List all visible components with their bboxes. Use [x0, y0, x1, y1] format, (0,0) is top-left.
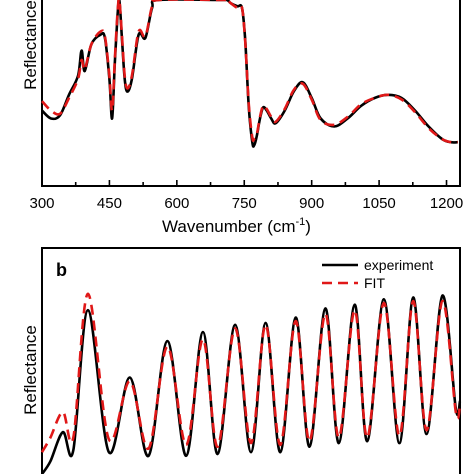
panel-b-y-axis-label: Reflectance [21, 325, 40, 415]
panel-b-label: b [56, 260, 67, 280]
panel-a-x-axis-label: Wavenumber (cm-1) [162, 216, 311, 236]
panel-a-y-axis-label: Reflectance [21, 0, 40, 90]
x-tick-label-450: 450 [97, 195, 122, 212]
panel-b: b Reflectance experiment FIT [21, 247, 462, 474]
x-axis-label-main: Wavenumber (cm [162, 217, 296, 236]
legend: experiment FIT [322, 257, 433, 291]
panel-a-series [41, 0, 458, 148]
panel-a-x-ticks: 300 450 600 750 900 1050 1200 [29, 180, 463, 212]
panel-b-fit-line [40, 292, 462, 453]
x-tick-label-900: 900 [299, 195, 324, 212]
legend-fit-label: FIT [364, 275, 385, 291]
x-tick-label-1050: 1050 [362, 195, 395, 212]
panel-b-series [40, 292, 462, 474]
panel-a-frame [41, 0, 461, 187]
panel-b-experiment-line [40, 294, 462, 474]
x-tick-label-300: 300 [29, 195, 54, 212]
panel-a: 300 450 600 750 900 1050 1200 Reflectance Wave… [21, 0, 463, 236]
x-axis-label-close: ) [305, 217, 311, 236]
panel-a-fit-line [41, 0, 458, 144]
legend-experiment-label: experiment [364, 257, 433, 273]
x-tick-label-1200: 1200 [430, 195, 463, 212]
x-tick-label-600: 600 [164, 195, 189, 212]
x-axis-label-superscript: -1 [296, 216, 306, 228]
x-tick-label-750: 750 [232, 195, 257, 212]
panel-b-frame [41, 247, 461, 474]
